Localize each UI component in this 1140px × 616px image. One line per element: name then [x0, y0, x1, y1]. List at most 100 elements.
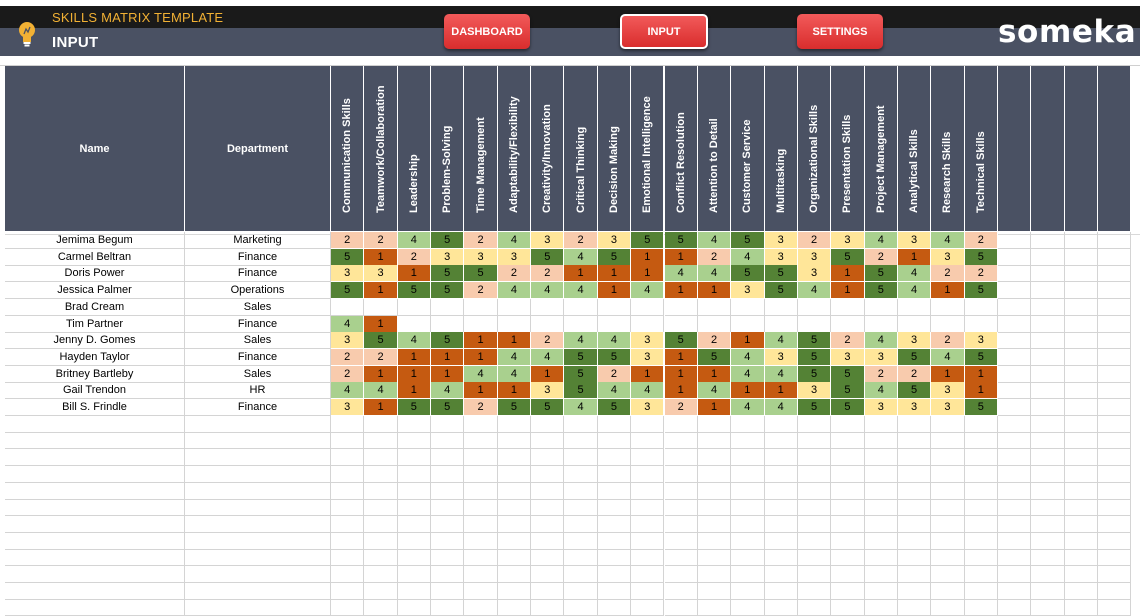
empty-score-cell[interactable] [731, 515, 765, 533]
empty-score-cell[interactable] [831, 566, 865, 583]
score-cell[interactable]: 4 [331, 315, 365, 333]
score-cell[interactable]: 3 [331, 265, 365, 283]
empty-score-cell[interactable] [731, 298, 765, 316]
empty-score-cell[interactable] [864, 315, 898, 333]
empty-score-cell[interactable] [1098, 532, 1132, 550]
empty-score-cell[interactable] [497, 482, 532, 500]
empty-score-cell[interactable] [697, 449, 732, 467]
score-cell[interactable]: 5 [331, 248, 365, 266]
empty-score-cell[interactable] [664, 482, 698, 500]
empty-score-cell[interactable] [764, 465, 798, 483]
empty-score-cell[interactable] [664, 415, 698, 433]
empty-score-cell[interactable] [631, 599, 665, 616]
empty-score-cell[interactable] [1064, 566, 1099, 583]
empty-score-cell[interactable] [631, 582, 665, 600]
empty-score-cell[interactable] [1064, 348, 1099, 366]
department-cell[interactable] [185, 515, 331, 533]
empty-score-cell[interactable] [831, 532, 865, 550]
score-cell[interactable]: 5 [964, 248, 998, 266]
score-cell[interactable]: 5 [397, 399, 432, 416]
empty-score-cell[interactable] [1031, 265, 1065, 283]
name-cell[interactable] [5, 566, 185, 583]
empty-score-cell[interactable] [931, 549, 965, 567]
empty-score-cell[interactable] [331, 515, 365, 533]
score-cell[interactable]: 2 [831, 332, 865, 350]
empty-score-cell[interactable] [998, 415, 1032, 433]
empty-score-cell[interactable] [731, 482, 765, 500]
empty-score-cell[interactable] [864, 566, 898, 583]
empty-score-cell[interactable] [998, 399, 1032, 416]
score-cell[interactable]: 2 [364, 348, 398, 366]
empty-score-cell[interactable] [364, 465, 398, 483]
empty-score-cell[interactable] [764, 515, 798, 533]
empty-score-cell[interactable] [1098, 348, 1132, 366]
empty-score-cell[interactable] [397, 482, 432, 500]
score-cell[interactable]: 3 [931, 248, 965, 266]
empty-score-cell[interactable] [931, 499, 965, 517]
name-cell[interactable]: Gail Trendon [5, 382, 185, 400]
score-cell[interactable]: 1 [964, 382, 998, 400]
empty-score-cell[interactable] [864, 432, 898, 450]
empty-score-cell[interactable] [531, 432, 565, 450]
empty-score-cell[interactable] [964, 432, 998, 450]
score-cell[interactable]: 5 [764, 282, 798, 300]
score-cell[interactable]: 4 [931, 348, 965, 366]
empty-score-cell[interactable] [764, 566, 798, 583]
score-cell[interactable]: 5 [797, 365, 832, 383]
score-cell[interactable]: 5 [831, 382, 865, 400]
empty-score-cell[interactable] [464, 499, 498, 517]
empty-score-cell[interactable] [1098, 382, 1132, 400]
empty-score-cell[interactable] [697, 549, 732, 567]
department-cell[interactable] [185, 499, 331, 517]
score-cell[interactable]: 2 [564, 232, 598, 249]
score-cell[interactable]: 1 [664, 248, 698, 266]
empty-score-cell[interactable] [564, 415, 598, 433]
empty-score-cell[interactable] [464, 566, 498, 583]
empty-score-cell[interactable] [831, 515, 865, 533]
name-cell[interactable]: Brad Cream [5, 298, 185, 316]
department-cell[interactable] [185, 449, 331, 467]
score-cell[interactable]: 1 [364, 365, 398, 383]
empty-score-cell[interactable] [631, 315, 665, 333]
empty-score-cell[interactable] [597, 298, 632, 316]
empty-score-cell[interactable] [531, 298, 565, 316]
empty-score-cell[interactable] [1098, 415, 1132, 433]
score-cell[interactable]: 5 [464, 265, 498, 283]
name-cell[interactable] [5, 482, 185, 500]
empty-score-cell[interactable] [931, 515, 965, 533]
score-cell[interactable]: 1 [731, 382, 765, 400]
score-cell[interactable]: 1 [664, 348, 698, 366]
empty-score-cell[interactable] [964, 415, 998, 433]
empty-score-cell[interactable] [564, 566, 598, 583]
empty-score-cell[interactable] [664, 582, 698, 600]
empty-score-cell[interactable] [431, 532, 465, 550]
department-cell[interactable] [185, 482, 331, 500]
empty-score-cell[interactable] [897, 499, 932, 517]
name-cell[interactable] [5, 582, 185, 600]
empty-score-cell[interactable] [531, 449, 565, 467]
empty-score-cell[interactable] [564, 482, 598, 500]
score-cell[interactable]: 4 [564, 282, 598, 300]
name-cell[interactable]: Doris Power [5, 265, 185, 283]
name-cell[interactable] [5, 415, 185, 433]
score-cell[interactable]: 5 [564, 382, 598, 400]
empty-score-cell[interactable] [731, 582, 765, 600]
score-cell[interactable]: 5 [664, 232, 698, 249]
score-cell[interactable]: 4 [364, 382, 398, 400]
empty-score-cell[interactable] [731, 315, 765, 333]
empty-score-cell[interactable] [431, 432, 465, 450]
empty-score-cell[interactable] [1098, 549, 1132, 567]
score-cell[interactable]: 5 [797, 399, 832, 416]
score-cell[interactable]: 1 [897, 248, 932, 266]
empty-score-cell[interactable] [964, 532, 998, 550]
name-cell[interactable]: Hayden Taylor [5, 348, 185, 366]
empty-score-cell[interactable] [764, 315, 798, 333]
empty-score-cell[interactable] [1064, 499, 1099, 517]
settings-button[interactable]: SETTINGS [797, 14, 883, 49]
score-cell[interactable]: 4 [697, 232, 732, 249]
empty-score-cell[interactable] [998, 315, 1032, 333]
empty-score-cell[interactable] [931, 298, 965, 316]
score-cell[interactable]: 3 [331, 332, 365, 350]
empty-score-cell[interactable] [497, 415, 532, 433]
empty-score-cell[interactable] [1098, 399, 1132, 416]
